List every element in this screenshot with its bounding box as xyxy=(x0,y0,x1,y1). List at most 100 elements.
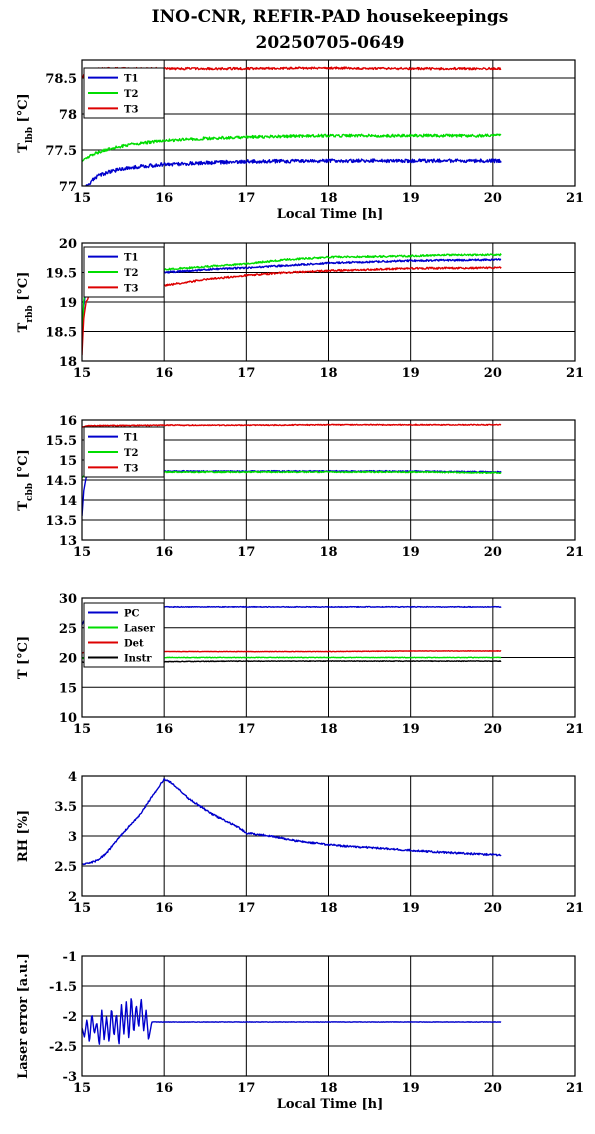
y-tick-label: 16 xyxy=(59,414,77,429)
plot-frame xyxy=(81,775,576,897)
legend-label-t3: T3 xyxy=(124,104,138,115)
x-tick-label: 17 xyxy=(237,191,255,206)
x-tick-label: 15 xyxy=(73,1081,91,1096)
panel-6: 15 16 17 18 19 20 21 -3 -2.5 -2 -1.5 -1 Laser error … xyxy=(16,950,584,1112)
y-tick-label: -3 xyxy=(63,1070,77,1085)
y-tick-label: 3 xyxy=(68,830,77,845)
legend-label-t3: T3 xyxy=(124,463,138,474)
y-axis-label: Tcbb [°C] xyxy=(16,449,35,510)
x-tick-label: 16 xyxy=(155,722,173,737)
x-tick-label: 16 xyxy=(155,901,173,916)
y-tick-label: 15.5 xyxy=(45,434,77,449)
y-tick-label: 25 xyxy=(59,622,77,637)
legend-label-t3: T3 xyxy=(124,283,138,294)
x-tick-label: 19 xyxy=(402,722,420,737)
plot-frame xyxy=(81,59,576,187)
x-tick-label: 17 xyxy=(237,545,255,560)
grid xyxy=(82,776,575,896)
x-tick-label: 16 xyxy=(155,1081,173,1096)
x-tick-label: 19 xyxy=(402,1081,420,1096)
x-tick-label: 18 xyxy=(319,722,337,737)
panel-1: 15 16 17 18 19 20 21 77 77.5 78 78.5 Tlbb [°C] Local… xyxy=(16,59,584,222)
series-line-t2 xyxy=(82,133,502,162)
x-axis-label: Local Time [h] xyxy=(277,207,384,222)
y-tick-label: 30 xyxy=(59,592,77,607)
y-tick-label: 2 xyxy=(68,890,77,905)
x-tick-label: 20 xyxy=(484,901,502,916)
legend: T1 T2 T3 xyxy=(83,246,165,298)
x-tick-label: 19 xyxy=(402,901,420,916)
y-axis-label: RH [%] xyxy=(16,810,31,862)
x-tick-label: 21 xyxy=(566,191,584,206)
plot-frame xyxy=(81,955,576,1077)
y-tick-label: 19 xyxy=(59,296,77,311)
legend-label-instr: Instr xyxy=(124,654,152,665)
legend-label-t2: T2 xyxy=(124,89,138,100)
legend-label-t2: T2 xyxy=(124,268,138,279)
y-tick-label: 18 xyxy=(59,355,77,370)
legend-label-laser: Laser xyxy=(124,624,156,635)
figure-title-line-2: 20250705-0649 xyxy=(256,33,405,53)
legend-label-t1: T1 xyxy=(124,74,138,85)
x-tick-label: 17 xyxy=(237,366,255,381)
y-axis-label: Trbb [°C] xyxy=(16,272,35,333)
x-tick-label: 17 xyxy=(237,1081,255,1096)
x-tick-label: 18 xyxy=(319,1081,337,1096)
plot-frame xyxy=(81,597,576,718)
x-tick-label: 18 xyxy=(319,191,337,206)
x-tick-label: 16 xyxy=(155,545,173,560)
y-axis-label: Tlbb [°C] xyxy=(16,93,35,152)
y-tick-label: 10 xyxy=(59,711,77,726)
legend-label-pc: PC xyxy=(124,609,140,620)
legend: T1 T2 T3 xyxy=(83,426,165,478)
x-tick-label: 15 xyxy=(73,545,91,560)
panel-3: 15 16 17 18 19 20 21 13 13.5 14 14.5 15 15.5 16 Tcbb [… xyxy=(16,414,584,560)
legend-label-t1: T1 xyxy=(124,433,138,444)
x-tick-label: 19 xyxy=(402,545,420,560)
x-tick-label: 18 xyxy=(319,366,337,381)
x-tick-label: 21 xyxy=(566,366,584,381)
plot-frame xyxy=(81,242,576,362)
legend-box xyxy=(83,602,165,668)
y-tick-label: -1 xyxy=(63,950,77,965)
y-tick-label: 13.5 xyxy=(45,514,77,529)
x-tick-label: 18 xyxy=(319,901,337,916)
y-tick-label: 15 xyxy=(59,681,77,696)
y-tick-label: 77.5 xyxy=(45,144,77,159)
x-tick-label: 19 xyxy=(402,191,420,206)
x-tick-label: 17 xyxy=(237,901,255,916)
y-tick-label: 20 xyxy=(59,652,77,667)
y-tick-label: 14 xyxy=(59,494,77,509)
y-tick-label: -2 xyxy=(63,1010,77,1025)
x-axis-label: Local Time [h] xyxy=(277,1097,384,1112)
y-tick-label: 3.5 xyxy=(54,800,77,815)
x-tick-label: 15 xyxy=(73,191,91,206)
x-tick-label: 20 xyxy=(484,1081,502,1096)
legend-label-t1: T1 xyxy=(124,253,138,264)
x-tick-label: 15 xyxy=(73,722,91,737)
series-line-1 xyxy=(82,778,502,866)
x-tick-label: 15 xyxy=(73,366,91,381)
y-tick-label: 20 xyxy=(59,237,77,252)
y-axis-label: Laser error [a.u.] xyxy=(16,953,31,1079)
x-tick-label: 20 xyxy=(484,366,502,381)
figure-title-line-1: INO-CNR, REFIR-PAD housekeepings xyxy=(152,7,509,27)
panel-5: 15 16 17 18 19 20 21 2 2.5 3 3.5 4 RH [%] xyxy=(16,770,584,916)
series-line-t1 xyxy=(84,158,502,186)
x-tick-label: 16 xyxy=(155,191,173,206)
x-tick-label: 16 xyxy=(155,366,173,381)
y-tick-label: 18.5 xyxy=(45,326,77,341)
y-tick-label: 13 xyxy=(59,534,77,549)
x-tick-label: 20 xyxy=(484,545,502,560)
x-tick-label: 15 xyxy=(73,901,91,916)
legend: PC Laser Det Instr xyxy=(83,602,165,668)
plot-frame xyxy=(81,419,576,541)
x-tick-label: 18 xyxy=(319,545,337,560)
y-tick-label: 78.5 xyxy=(45,72,77,87)
x-tick-label: 20 xyxy=(484,722,502,737)
grid xyxy=(82,956,575,1076)
x-tick-label: 21 xyxy=(566,722,584,737)
